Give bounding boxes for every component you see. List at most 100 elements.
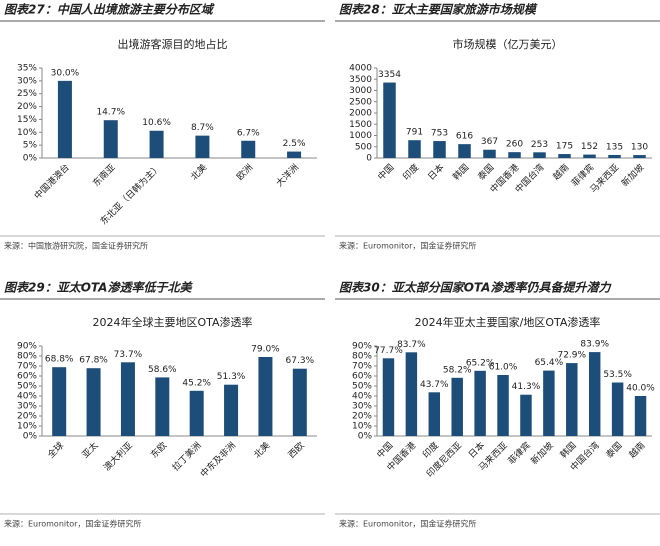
bar xyxy=(383,82,396,158)
x-tick-label: 新加坡 xyxy=(619,161,647,189)
y-tick-label: 3000 xyxy=(349,86,372,96)
bar xyxy=(382,358,395,436)
y-tick-label: 1000 xyxy=(349,131,372,141)
bar xyxy=(633,155,646,158)
bar xyxy=(428,392,441,436)
x-tick-label: 中国港澳台 xyxy=(31,161,71,201)
bar xyxy=(52,367,67,436)
source: 来源：Euromonitor，国金证券研究所 xyxy=(339,241,476,251)
y-tick-label: 10% xyxy=(17,422,37,432)
y-tick-label: 20% xyxy=(17,412,37,422)
figure-title: 图表30：亚太部分国家OTA渗透率仍具备提升潜力 xyxy=(339,281,612,295)
value-label: 61.0% xyxy=(489,363,518,373)
source: 来源：Euromonitor，国金证券研究所 xyxy=(4,519,141,529)
x-tick-label: 西欧 xyxy=(285,439,306,460)
value-label: 152 xyxy=(581,142,598,152)
y-tick-label: 90% xyxy=(17,342,37,352)
x-tick-label: 韩国 xyxy=(450,161,471,182)
y-tick-label: 20% xyxy=(17,102,37,112)
figure-title: 图表27：中国人出境旅游主要分布区域 xyxy=(4,3,215,17)
y-tick-label: 2500 xyxy=(349,97,372,107)
x-tick-label: 北美 xyxy=(251,439,272,460)
y-tick-label: 30% xyxy=(352,402,372,412)
bar xyxy=(408,140,421,158)
x-tick-label: 泰国 xyxy=(603,439,624,460)
value-label: 51.3% xyxy=(217,372,246,382)
value-label: 65.4% xyxy=(535,358,564,368)
y-tick-label: 15% xyxy=(17,115,37,125)
value-label: 6.7% xyxy=(237,128,260,138)
y-tick-label: 60% xyxy=(352,372,372,382)
value-label: 83.7% xyxy=(397,340,426,350)
chart-panel: 图表27：中国人出境旅游主要分布区域出境游客源目的地占比来源：中国旅游研究院，国… xyxy=(0,3,325,251)
value-label: 77.7% xyxy=(374,346,403,356)
y-tick-label: 50% xyxy=(17,382,37,392)
value-label: 10.6% xyxy=(142,118,171,128)
bar xyxy=(543,370,555,436)
value-label: 175 xyxy=(556,142,573,152)
y-tick-label: 70% xyxy=(352,362,372,372)
value-label: 260 xyxy=(506,140,523,150)
bar xyxy=(566,363,578,436)
value-label: 3354 xyxy=(378,70,401,80)
bar xyxy=(258,357,273,436)
y-tick-label: 50% xyxy=(352,382,372,392)
value-label: 67.8% xyxy=(79,356,108,366)
y-tick-label: 80% xyxy=(17,352,37,362)
value-label: 67.3% xyxy=(286,356,315,366)
bar xyxy=(292,368,307,436)
bar xyxy=(287,151,302,158)
x-tick-label: 东南亚 xyxy=(90,161,118,189)
bar xyxy=(195,135,210,158)
bar xyxy=(508,152,521,158)
x-tick-label: 越南 xyxy=(626,439,647,460)
bar xyxy=(634,396,647,436)
y-tick-label: 90% xyxy=(352,342,372,352)
x-tick-label: 新加坡 xyxy=(528,439,556,467)
y-tick-label: 60% xyxy=(17,372,37,382)
source: 来源：Euromonitor，国金证券研究所 xyxy=(339,519,476,529)
bar xyxy=(155,377,170,436)
x-tick-label: 中国 xyxy=(375,161,396,182)
bar xyxy=(120,362,135,436)
bar xyxy=(558,154,571,158)
x-tick-label: 拉丁美洲 xyxy=(170,439,204,473)
y-tick-label: 35% xyxy=(17,64,37,74)
x-tick-label: 菲律宾 xyxy=(505,439,533,467)
x-tick-label: 越南 xyxy=(550,161,571,182)
bar xyxy=(149,130,164,158)
chart-title: 2024年全球主要地区OTA渗透率 xyxy=(92,315,252,329)
chart-panel: 图表30：亚太部分国家OTA渗透率仍具备提升潜力 2024年亚太主要国家/地区OT… xyxy=(335,281,660,529)
y-tick-label: 0% xyxy=(358,432,373,442)
value-label: 40.0% xyxy=(626,384,655,394)
x-tick-label: 中国 xyxy=(374,439,395,460)
value-label: 65.2% xyxy=(466,358,495,368)
value-label: 753 xyxy=(431,129,448,139)
bar xyxy=(451,377,463,436)
source: 来源：中国旅游研究院，国金证券研究所 xyxy=(4,241,148,251)
value-label: 253 xyxy=(531,140,548,150)
y-tick-label: 0 xyxy=(366,154,372,164)
bar xyxy=(474,370,486,436)
y-tick-label: 5% xyxy=(23,141,38,151)
value-label: 135 xyxy=(606,142,623,152)
bar xyxy=(224,384,239,436)
y-tick-label: 3500 xyxy=(349,75,372,85)
chart-panel: 图表29：亚太OTA渗透率低于北美 2024年全球主要地区OTA渗透率来源：Eur… xyxy=(0,281,325,529)
bar xyxy=(608,154,621,158)
value-label: 58.6% xyxy=(148,365,177,375)
value-label: 53.5% xyxy=(603,370,632,380)
x-tick-label: 印度 xyxy=(400,161,421,182)
bar xyxy=(497,375,509,436)
value-label: 616 xyxy=(456,132,473,142)
bar xyxy=(405,352,418,436)
bar xyxy=(611,382,624,436)
y-tick-label: 30% xyxy=(17,76,37,86)
x-tick-label: 大洋洲 xyxy=(273,161,301,189)
y-tick-label: 25% xyxy=(17,89,37,99)
y-tick-label: 10% xyxy=(352,422,372,432)
value-label: 72.9% xyxy=(557,351,586,361)
x-tick-label: 泰国 xyxy=(475,161,496,182)
